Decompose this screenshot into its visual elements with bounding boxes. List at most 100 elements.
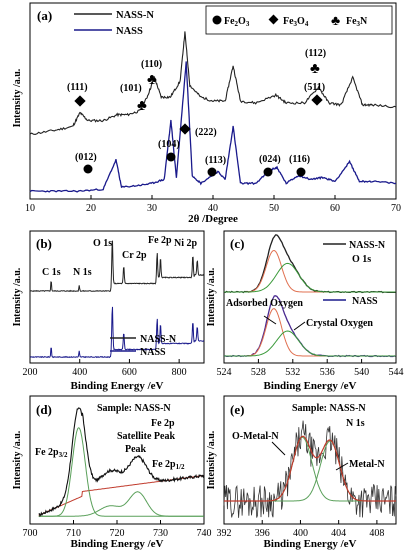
panel-e-ylabel: Intensity /a.u. [206, 430, 217, 489]
series-nass-line [29, 61, 397, 193]
marker-club-110: ♣ [147, 72, 157, 88]
label-crystal: Crystal Oxygen [306, 318, 373, 329]
legend-circle-marker [212, 15, 222, 25]
fit-curve-crystal [224, 262, 396, 293]
panel-c-ylabel: Intensity /a.u. [206, 267, 217, 326]
x-tick-label: 528 [251, 367, 266, 378]
marker-diamond-111 [74, 95, 86, 107]
label-sample: Sample: NASS-N [97, 403, 171, 414]
x-tick-label: 730 [153, 528, 168, 539]
annotation-511: (511) [304, 82, 325, 93]
x-tick-label: 200 [23, 367, 38, 378]
label-ometaln: O-Metal-N [232, 431, 279, 442]
arrow-metaln [335, 462, 349, 471]
arrow-crystal [293, 321, 306, 331]
label-o1s: O 1s [93, 238, 112, 249]
fit-curve-metaln [224, 440, 396, 502]
x-tick-label: 40 [208, 203, 218, 214]
series-raw-line [223, 420, 397, 518]
phase-legend-box [205, 5, 393, 35]
label-n1s: N 1s [73, 267, 92, 278]
panel-e-x-ticks: 392 396 400 404 408 [217, 520, 384, 539]
panel-e-xlabel: Binding Energy /eV [264, 538, 357, 550]
x-tick-label: 396 [255, 528, 270, 539]
legend-club-marker: ♣ [331, 14, 340, 29]
label-adsorbed: Adsorbed Oxygen [226, 298, 303, 309]
x-tick-label: 404 [331, 528, 346, 539]
label-satellite-peak: Peak [125, 444, 147, 455]
fit-curve-adsorbed [224, 308, 396, 357]
arrow-ometaln [271, 441, 286, 456]
fit-curve-secondary [38, 491, 204, 517]
x-tick-label: 70 [391, 203, 401, 214]
label-fe2p32: Fe 2p3/2 [35, 447, 68, 459]
panel-d-xlabel: Binding Energy /eV [71, 538, 164, 550]
arrow-adsorbed [263, 315, 277, 325]
annotation-116: (116) [289, 154, 310, 165]
x-tick-label: 700 [23, 528, 38, 539]
x-tick-label: 600 [122, 367, 137, 378]
series-nass-n-line [29, 31, 397, 135]
label-satellite: Satellite Peak [117, 431, 175, 442]
x-tick-label: 30 [147, 203, 157, 214]
marker-club-101: ♣ [137, 98, 147, 114]
annotation-104: (104) [158, 139, 180, 150]
panel-a-x-ticks: 10 20 30 40 50 60 70 [25, 195, 401, 214]
x-tick-label: 720 [110, 528, 125, 539]
annotation-112: (112) [305, 48, 326, 59]
panel-d-frame [29, 395, 205, 525]
panel-c-label: (c) [230, 236, 244, 251]
x-tick-label: 400 [293, 528, 308, 539]
label-fe2p: Fe 2p [148, 235, 172, 246]
panel-a-ylabel: Intensity /a.u. [12, 68, 23, 127]
annotation-111: (111) [67, 82, 88, 93]
label-fe2p: Fe 2p [151, 418, 175, 429]
x-tick-label: 710 [66, 528, 81, 539]
panel-b: (b) C 1s N 1s O 1s Cr 2p Fe 2p Ni 2p NAS… [12, 230, 205, 392]
x-tick-label: 532 [285, 367, 300, 378]
panel-d: (d) Sample: NASS-N Fe 2p Fe 2p3/2 Satell… [12, 395, 212, 550]
legend-fe2o3: Fe2O3 [224, 16, 250, 28]
legend-label-nass: NASS [140, 347, 166, 358]
marker-diamond-511 [311, 94, 323, 106]
panel-d-x-ticks: 700 710 720 730 740 [23, 520, 212, 539]
panel-b-ylabel: Intensity /a.u. [12, 267, 23, 326]
annotation-012: (012) [75, 152, 97, 163]
legend-fe3o4: Fe3O4 [283, 16, 309, 28]
panel-b-label: (b) [36, 236, 52, 251]
marker-circle-104 [166, 152, 176, 162]
label-ni2p: Ni 2p [174, 238, 198, 249]
panel-b-frame [29, 230, 205, 364]
panel-b-xlabel: Binding Energy /eV [71, 380, 164, 392]
fit-curve-envelope [224, 435, 396, 502]
panel-e-label: (e) [230, 402, 244, 417]
x-tick-label: 408 [369, 528, 384, 539]
panel-c: (c) NASS-N O 1s NASS Adsorbed Oxygen Cry… [206, 230, 404, 392]
panel-a-label: (a) [37, 8, 52, 23]
legend-label-nass: NASS [116, 26, 143, 37]
annotation-110: (110) [141, 59, 162, 70]
legend-label-nass-n: NASS-N [116, 10, 154, 21]
panel-d-ylabel: Intensity /a.u. [12, 430, 23, 489]
series-raw-line [38, 407, 205, 518]
x-tick-label: 524 [217, 367, 232, 378]
legend-label-nass-n: NASS-N [349, 240, 386, 251]
annotation-113: (113) [205, 155, 226, 166]
label-fe2p12: Fe 2p1/2 [152, 459, 185, 471]
x-tick-label: 540 [354, 367, 369, 378]
panel-c-frame [223, 230, 397, 364]
label-sample: Sample: NASS-N [292, 403, 366, 414]
x-tick-label: 536 [320, 367, 335, 378]
x-tick-label: 50 [269, 203, 279, 214]
annotation-222: (222) [195, 127, 217, 138]
panel-e: (e) Sample: NASS-N N 1s O-Metal-N Metal-… [206, 395, 397, 550]
marker-club-112: ♣ [310, 61, 320, 77]
panel-c-x-ticks: 524 528 532 536 540 544 [217, 359, 404, 378]
marker-circle-116 [296, 167, 306, 177]
series-nass-line [29, 306, 205, 359]
x-tick-label: 10 [25, 203, 35, 214]
label-c1s: C 1s [42, 267, 61, 278]
label-n1s: N 1s [346, 418, 365, 429]
panel-c-xlabel: Binding Energy /eV [264, 380, 357, 392]
